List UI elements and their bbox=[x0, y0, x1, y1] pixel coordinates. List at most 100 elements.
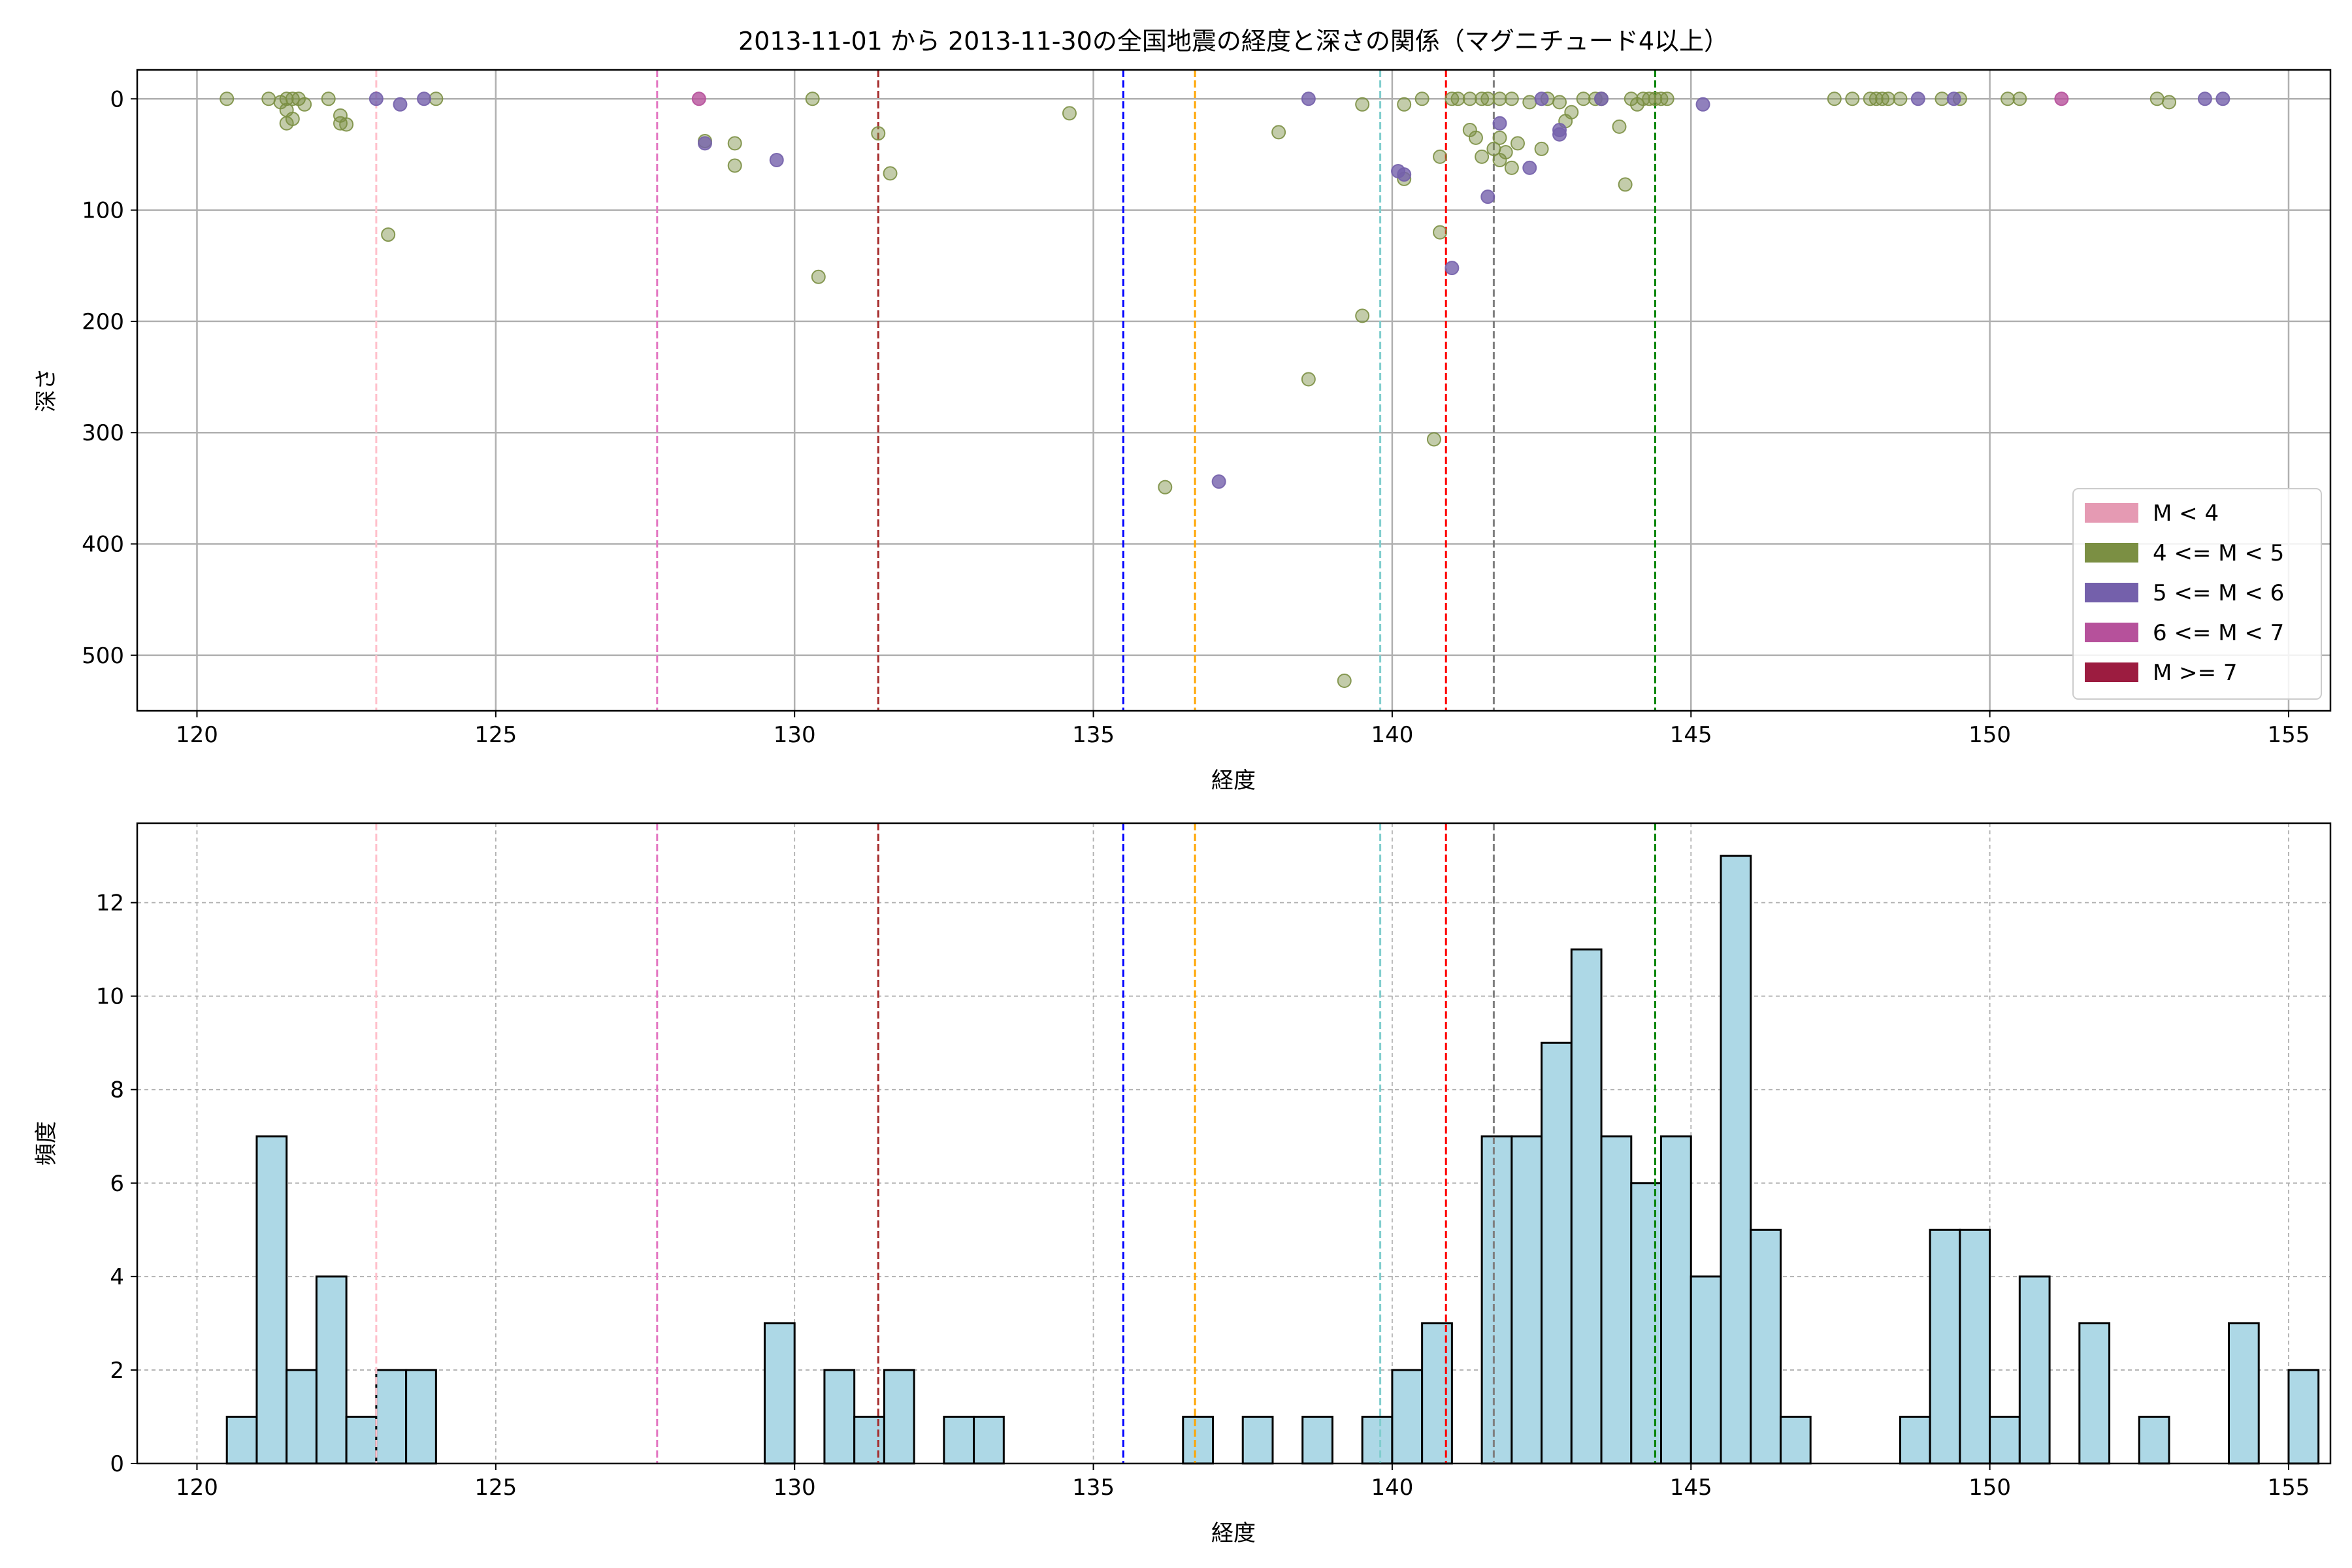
scatter-point-0-48 bbox=[1498, 145, 1513, 160]
hist-ytick-label-0: 0 bbox=[110, 1451, 124, 1477]
scatter-point-2-0 bbox=[691, 91, 706, 106]
hist-bar-60 bbox=[2018, 1275, 2051, 1465]
hist-bar-25 bbox=[973, 1415, 1005, 1465]
hist-bar-3 bbox=[315, 1275, 348, 1465]
scatter-point-1-9 bbox=[1445, 261, 1460, 276]
hist-bar-1 bbox=[255, 1135, 288, 1465]
scatter-point-0-9 bbox=[297, 97, 312, 112]
scatter-point-1-0 bbox=[368, 91, 384, 106]
hist-bar-58 bbox=[1959, 1228, 1991, 1465]
hist-bar-43 bbox=[1511, 1135, 1543, 1465]
scatter-point-0-38 bbox=[1462, 91, 1477, 106]
scatter-xtick-label-5: 145 bbox=[1670, 722, 1712, 748]
hist-xtick-label-3: 135 bbox=[1072, 1475, 1115, 1501]
scatter-point-0-79 bbox=[2001, 91, 2016, 106]
histogram-bars bbox=[225, 855, 2320, 1465]
scatter-panel: 120 125 130 135 140 145 150 155 0 100 200 300 400 500… bbox=[33, 69, 2332, 794]
hist-xtick-label-7: 155 bbox=[2268, 1475, 2310, 1501]
histogram-ticks: 120 125 130 135 140 145 150 155 0 2 4 6 8 10 12 bbox=[96, 890, 2310, 1501]
scatter-point-1-6 bbox=[1301, 91, 1316, 106]
hist-bar-6 bbox=[405, 1369, 437, 1465]
hist-bar-67 bbox=[2227, 1322, 2260, 1465]
scatter-point-0-32 bbox=[1414, 91, 1429, 106]
histogram-ylabel: 頻度 bbox=[33, 1121, 59, 1166]
scatter-point-0-0 bbox=[220, 91, 235, 106]
scatter-point-0-13 bbox=[339, 117, 354, 132]
hist-bar-5 bbox=[375, 1369, 408, 1465]
legend-label-0: M < 4 bbox=[2153, 500, 2219, 527]
scatter-legend: M < 4 4 <= M < 5 5 <= M < 6 6 <= M < 7 M >= … bbox=[2072, 488, 2322, 700]
hist-bar-20 bbox=[823, 1369, 856, 1465]
scatter-xtick-label-2: 130 bbox=[774, 722, 816, 748]
scatter-point-0-61 bbox=[1612, 119, 1627, 134]
scatter-point-0-7 bbox=[285, 111, 300, 126]
scatter-point-1-17 bbox=[1695, 97, 1710, 112]
scatter-point-0-51 bbox=[1510, 136, 1525, 151]
scatter-point-1-4 bbox=[769, 152, 784, 167]
scatter-ticks: 120 125 130 135 140 145 150 155 0 100 200 300 400 500 bbox=[82, 86, 2310, 748]
histogram-vlines bbox=[375, 823, 1656, 1463]
scatter-point-1-11 bbox=[1492, 116, 1507, 131]
scatter-point-0-27 bbox=[1337, 674, 1352, 689]
scatter-xlabel: 経度 bbox=[1211, 768, 1256, 794]
hist-bar-62 bbox=[2078, 1322, 2111, 1465]
hist-bar-46 bbox=[1600, 1135, 1633, 1465]
hist-bar-44 bbox=[1541, 1041, 1573, 1465]
scatter-point-0-81 bbox=[2149, 91, 2164, 106]
scatter-point-0-30 bbox=[1397, 97, 1412, 112]
scatter-point-1-3 bbox=[697, 136, 712, 151]
hist-xtick-label-0: 120 bbox=[176, 1475, 218, 1501]
scatter-point-0-40 bbox=[1468, 130, 1483, 145]
hist-ytick-label-4: 8 bbox=[110, 1077, 124, 1103]
scatter-ytick-label-1: 100 bbox=[82, 198, 124, 224]
scatter-point-0-43 bbox=[1480, 91, 1495, 106]
scatter-point-0-77 bbox=[1935, 91, 1950, 106]
scatter-point-0-21 bbox=[871, 126, 886, 141]
scatter-point-0-69 bbox=[1659, 91, 1674, 106]
scatter-point-0-70 bbox=[1827, 91, 1842, 106]
scatter-point-1-10 bbox=[1480, 189, 1495, 204]
legend-label-3: 6 <= M < 7 bbox=[2153, 620, 2284, 646]
histogram-grid bbox=[137, 823, 2330, 1464]
hist-ytick-label-6: 12 bbox=[96, 890, 124, 917]
hist-bar-69 bbox=[2287, 1369, 2320, 1465]
scatter-point-0-53 bbox=[1534, 141, 1549, 156]
scatter-point-1-15 bbox=[1552, 127, 1567, 142]
scatter-point-0-52 bbox=[1522, 95, 1537, 110]
hist-bar-32 bbox=[1182, 1415, 1214, 1465]
hist-bar-45 bbox=[1570, 948, 1603, 1465]
scatter-point-0-34 bbox=[1433, 149, 1448, 164]
scatter-point-1-18 bbox=[1910, 91, 1925, 106]
scatter-point-0-58 bbox=[1576, 91, 1591, 106]
scatter-point-0-10 bbox=[321, 91, 336, 106]
hist-bar-22 bbox=[883, 1369, 915, 1465]
legend-swatch-0 bbox=[2085, 503, 2138, 523]
scatter-point-0-1 bbox=[261, 91, 276, 106]
scatter-ytick-label-2: 200 bbox=[82, 309, 124, 335]
scatter-point-0-25 bbox=[1271, 125, 1286, 140]
scatter-point-0-14 bbox=[381, 227, 396, 242]
scatter-point-0-75 bbox=[1881, 91, 1896, 106]
scatter-point-0-50 bbox=[1504, 160, 1519, 175]
scatter-point-1-1 bbox=[393, 97, 408, 112]
hist-ytick-label-5: 10 bbox=[96, 984, 124, 1010]
scatter-points bbox=[220, 91, 2230, 689]
scatter-point-0-76 bbox=[1893, 91, 1908, 106]
scatter-vlines bbox=[375, 70, 1656, 711]
scatter-xtick-label-4: 140 bbox=[1371, 722, 1413, 748]
scatter-point-0-24 bbox=[1158, 480, 1173, 495]
scatter-point-0-35 bbox=[1433, 225, 1448, 240]
scatter-point-0-29 bbox=[1355, 97, 1370, 112]
scatter-point-1-5 bbox=[1211, 474, 1226, 489]
hist-bar-34 bbox=[1241, 1415, 1274, 1465]
scatter-xtick-label-1: 125 bbox=[474, 722, 517, 748]
scatter-point-0-18 bbox=[727, 158, 742, 173]
scatter-point-0-80 bbox=[2012, 91, 2027, 106]
hist-ytick-label-1: 2 bbox=[110, 1358, 124, 1384]
hist-bar-38 bbox=[1361, 1415, 1394, 1465]
scatter-point-0-20 bbox=[811, 269, 826, 284]
hist-xtick-label-4: 140 bbox=[1371, 1475, 1413, 1501]
scatter-point-0-57 bbox=[1564, 105, 1579, 120]
scatter-ytick-label-3: 300 bbox=[82, 420, 124, 446]
